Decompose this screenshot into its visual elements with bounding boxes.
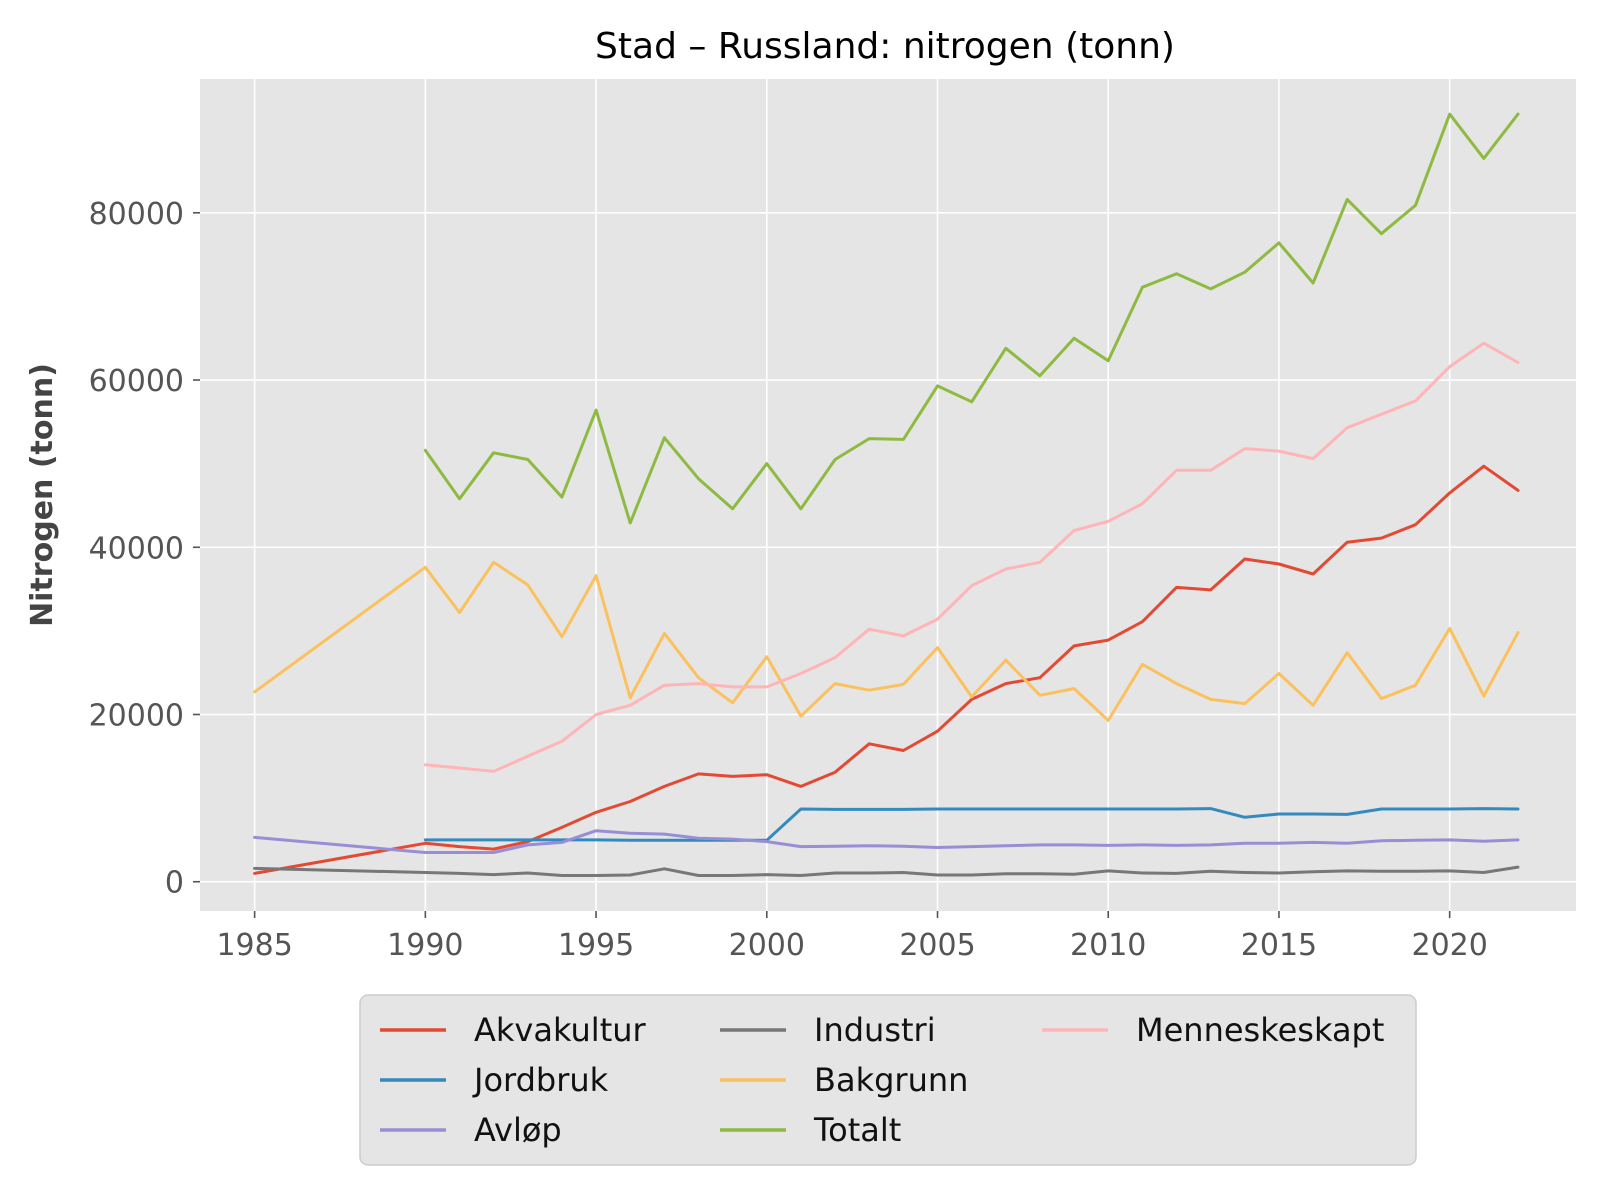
series-line-totalt — [423, 112, 1520, 525]
x-tick-label: 1985 — [216, 928, 292, 963]
x-tick-label: 2005 — [899, 928, 975, 963]
y-tick-label: 40000 — [89, 531, 184, 566]
x-tick-label: 1995 — [558, 928, 634, 963]
axis-ticks: 1985 1990 1995 2000 2005 2010 2015 2020 0 20000 40… — [89, 197, 1488, 963]
legend-label: Menneskeskapt — [1136, 1011, 1384, 1049]
y-tick-label: 0 — [165, 866, 184, 901]
legend-label: Industri — [814, 1011, 936, 1049]
legend-label: Jordbruk — [472, 1061, 609, 1099]
legend-label: Akvakultur — [474, 1011, 647, 1049]
legend-label: Bakgrunn — [814, 1061, 968, 1099]
legend-label: Totalt — [813, 1111, 901, 1149]
x-tick-label: 2015 — [1241, 928, 1317, 963]
series-line-avløp — [253, 829, 1520, 854]
legend: Akvakultur Jordbruk Avløp Industri Bakgrunn T… — [359, 994, 1417, 1166]
x-tick-label: 2000 — [729, 928, 805, 963]
legend-frame — [359, 994, 1417, 1166]
x-tick-label: 2020 — [1411, 928, 1487, 963]
series-line-bakgrunn — [253, 560, 1520, 722]
grid — [200, 79, 1576, 911]
y-tick-label: 20000 — [89, 698, 184, 733]
y-axis-label: Nitrogen (tonn) — [25, 363, 60, 627]
plot-area — [200, 79, 1576, 911]
series-line-menneskeskapt — [423, 341, 1520, 773]
y-tick-label: 60000 — [89, 364, 184, 399]
series-line-akvakultur — [253, 464, 1520, 875]
y-tick-label: 80000 — [89, 197, 184, 232]
series-lines — [253, 112, 1520, 877]
x-tick-label: 1990 — [387, 928, 463, 963]
x-tick-label: 2010 — [1070, 928, 1146, 963]
series-line-industri — [253, 865, 1520, 877]
chart-title: Stad – Russland: nitrogen (tonn) — [595, 26, 1175, 67]
legend-label: Avløp — [474, 1111, 562, 1149]
series-line-jordbruk — [423, 807, 1520, 842]
